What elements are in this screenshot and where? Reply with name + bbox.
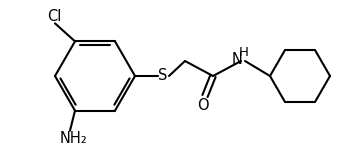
Text: S: S (158, 69, 168, 83)
Text: H: H (239, 47, 249, 59)
Text: N: N (232, 52, 242, 67)
Text: Cl: Cl (47, 9, 61, 24)
Text: NH₂: NH₂ (60, 131, 88, 146)
Text: O: O (197, 97, 209, 112)
